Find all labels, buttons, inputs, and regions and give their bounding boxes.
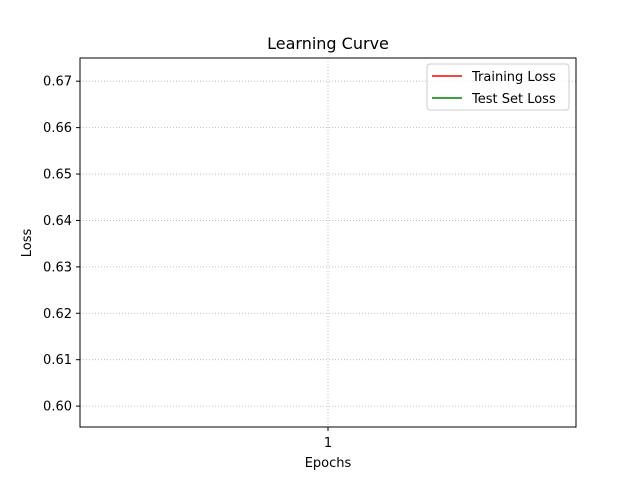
y-tick-label: 0.65 xyxy=(43,168,72,183)
y-tick-label: 0.61 xyxy=(43,353,72,368)
y-tick-label: 0.63 xyxy=(43,260,72,275)
legend-label-training-loss: Training Loss xyxy=(471,70,556,85)
y-axis-ticks: 0.60 0.61 0.62 0.63 0.64 0.65 0.66 0.67 xyxy=(43,75,80,415)
chart-title: Learning Curve xyxy=(267,34,389,53)
x-tick-label: 1 xyxy=(324,436,332,451)
y-tick-label: 0.66 xyxy=(43,121,72,136)
legend-label-test-set-loss: Test Set Loss xyxy=(471,92,556,107)
y-tick-label: 0.64 xyxy=(43,214,72,229)
y-tick-label: 0.62 xyxy=(43,307,72,322)
y-tick-label: 0.60 xyxy=(43,400,72,415)
x-axis-label: Epochs xyxy=(305,456,352,471)
legend: Training Loss Test Set Loss xyxy=(426,63,570,111)
x-axis-ticks: 1 xyxy=(324,427,332,451)
y-axis-label: Loss xyxy=(20,229,35,258)
y-tick-label: 0.67 xyxy=(43,75,72,90)
legend-box xyxy=(426,63,570,111)
